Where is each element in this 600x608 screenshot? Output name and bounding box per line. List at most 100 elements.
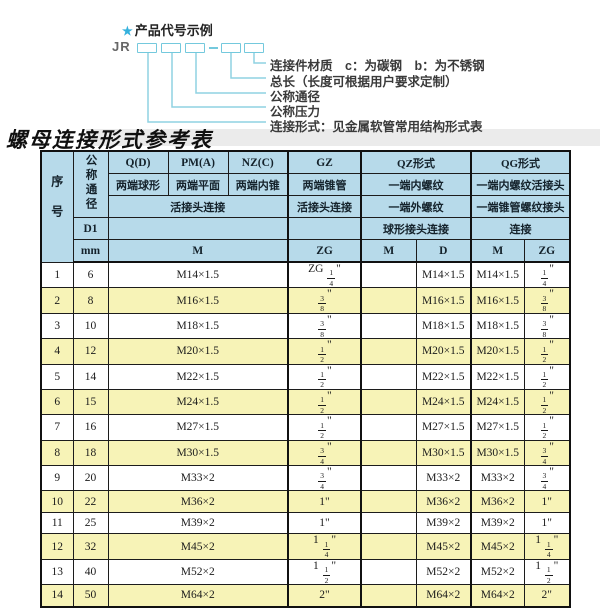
cell-qg-zg: 2" <box>523 584 571 608</box>
table-row: 8 18 M30×1.5 3 4 " M30×1.5 M30×1.5 3 4 " <box>40 439 571 467</box>
cell-qg-m: M45×2 <box>470 533 525 560</box>
code-box-5 <box>244 43 264 53</box>
cell-qg-m: M33×2 <box>470 464 525 492</box>
cell-no: 10 <box>40 490 74 513</box>
star-icon: ★ <box>122 24 133 38</box>
cell-qz-d: M45×2 <box>415 533 472 560</box>
cell-qz-d: M14×1.5 <box>415 261 472 289</box>
header-mm: mm <box>72 239 109 263</box>
cell-qg-zg: 3 8 " <box>523 287 571 314</box>
cell-qz-d: M33×2 <box>415 464 472 492</box>
cell-dn: 10 <box>72 312 109 340</box>
cell-qz-d: M39×2 <box>415 511 472 535</box>
cell-no: 3 <box>40 312 74 340</box>
cell-qz-m <box>360 388 417 416</box>
cell-m: M20×1.5 <box>107 338 289 365</box>
header-seq-no: 序号 <box>40 150 74 263</box>
header-m-blank <box>107 217 289 240</box>
cell-qz-d: M20×1.5 <box>415 338 472 365</box>
table-row: 7 16 M27×1.5 1 2 " M27×1.5 M27×1.5 1 2 " <box>40 414 571 441</box>
cell-no: 6 <box>40 388 74 416</box>
cell-no: 13 <box>40 558 74 586</box>
code-prefix: JR <box>112 39 131 54</box>
cell-gz: 1 1 4 " <box>287 533 362 560</box>
cell-no: 5 <box>40 363 74 390</box>
cell-dn: 12 <box>72 338 109 365</box>
header-nz-sub: 两端内锥 <box>227 173 289 196</box>
cell-m: M33×2 <box>107 464 289 492</box>
cell-dn: 14 <box>72 363 109 390</box>
cell-gz: ZG 1 4 " <box>287 261 362 289</box>
table-row: 2 8 M16×1.5 3 8 " M16×1.5 M16×1.5 3 8 " <box>40 287 571 314</box>
cell-qz-d: M24×1.5 <box>415 388 472 416</box>
header-qg-zg-unit: ZG <box>523 239 571 263</box>
cell-dn: 40 <box>72 558 109 586</box>
code-box-1 <box>137 43 157 53</box>
cell-qg-m: M30×1.5 <box>470 439 525 467</box>
cell-m: M18×1.5 <box>107 312 289 340</box>
cell-dn: 15 <box>72 388 109 416</box>
cell-m: M64×2 <box>107 584 289 608</box>
cell-qg-zg: 1 2 " <box>523 414 571 441</box>
table-row: 14 50 M64×2 2" M64×2 M64×2 2" <box>40 584 571 608</box>
cell-no: 14 <box>40 584 74 608</box>
cell-qg-zg: 1 4 " <box>523 261 571 289</box>
cell-m: M45×2 <box>107 533 289 560</box>
cell-qz-m <box>360 533 417 560</box>
callout-nominal-pressure: 公称压力 <box>270 105 321 119</box>
cell-qg-m: M16×1.5 <box>470 287 525 314</box>
cell-qz-d: M30×1.5 <box>415 439 472 467</box>
cell-qg-zg: 3 4 " <box>523 464 571 492</box>
header-qg-sub: 一端内螺纹活接头 <box>470 173 571 196</box>
product-code-example-label: 产品代号示例 <box>134 23 213 38</box>
cell-qz-m <box>360 558 417 586</box>
header-qz-external-thread: 一端外螺纹 <box>360 195 472 218</box>
cell-gz: 1" <box>287 511 362 535</box>
cell-qz-d: M18×1.5 <box>415 312 472 340</box>
cell-qz-m <box>360 464 417 492</box>
callout-nominal-diameter: 公称通径 <box>270 90 321 104</box>
scan-band <box>86 129 600 146</box>
cell-qg-m: M64×2 <box>470 584 525 608</box>
cell-qg-m: M36×2 <box>470 490 525 513</box>
header-gz: GZ <box>287 150 362 174</box>
header-gz-union-connection: 活接头连接 <box>287 195 362 218</box>
cell-gz: 1 2 " <box>287 388 362 416</box>
cell-qz-m <box>360 490 417 513</box>
header-qg-m-unit: M <box>470 239 525 263</box>
header-d1: D1 <box>72 217 109 240</box>
cell-dn: 18 <box>72 439 109 467</box>
header-pm-sub: 两端平面 <box>167 173 229 196</box>
header-q: Q(D) <box>107 150 169 174</box>
table-row: 13 40 M52×2 1 1 2 " M52×2 M52×2 1 1 2 " <box>40 558 571 586</box>
table-row: 11 25 M39×2 1" M39×2 M39×2 1" <box>40 511 571 535</box>
cell-qz-d: M52×2 <box>415 558 472 586</box>
table-row: 5 14 M22×1.5 1 2 " M22×1.5 M22×1.5 1 2 " <box>40 363 571 390</box>
cell-dn: 6 <box>72 261 109 289</box>
product-code-example-heading: ★ 产品代号示例 <box>122 20 213 39</box>
cell-qg-zg: 1 2 " <box>523 338 571 365</box>
cell-no: 11 <box>40 511 74 535</box>
cell-qg-m: M24×1.5 <box>470 388 525 416</box>
cell-qz-m <box>360 287 417 314</box>
cell-m: M52×2 <box>107 558 289 586</box>
cell-m: M39×2 <box>107 511 289 535</box>
page: { "diagram": { "star": "★", "title": "产品… <box>6 20 600 608</box>
cell-gz: 3 4 " <box>287 439 362 467</box>
header-nz: NZ(C) <box>227 150 289 174</box>
cell-gz: 3 4 " <box>287 464 362 492</box>
table-row: 3 10 M18×1.5 3 8 " M18×1.5 M18×1.5 3 8 " <box>40 312 571 340</box>
cell-no: 12 <box>40 533 74 560</box>
cell-qg-m: M52×2 <box>470 558 525 586</box>
cell-qg-m: M39×2 <box>470 511 525 535</box>
table-row: 6 15 M24×1.5 1 2 " M24×1.5 M24×1.5 1 2 " <box>40 388 571 416</box>
cell-dn: 8 <box>72 287 109 314</box>
cell-qz-m <box>360 511 417 535</box>
cell-no: 8 <box>40 439 74 467</box>
header-qg-taper-thread-joint: 一端锥管螺纹接头 <box>470 195 571 218</box>
cell-qz-m <box>360 312 417 340</box>
cell-dn: 22 <box>72 490 109 513</box>
callout-connection-form: 连接形式：见金属软管常用结构形式表 <box>270 120 483 134</box>
header-qg-connection: 连接 <box>470 217 571 240</box>
nut-connection-reference-table: 序号 公称通径 Q(D) PM(A) NZ(C) GZ QZ形式 QG形式 两端… <box>40 150 571 608</box>
